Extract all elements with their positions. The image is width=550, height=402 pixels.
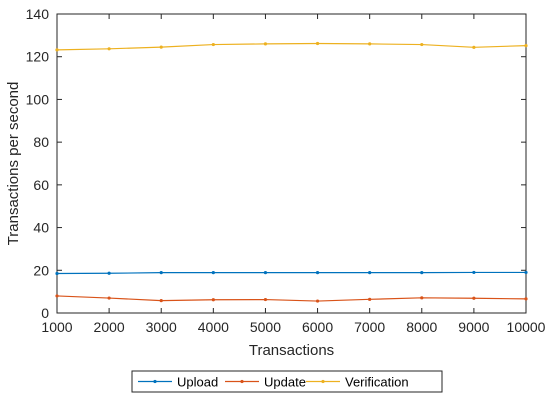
data-point xyxy=(368,42,372,46)
legend-marker xyxy=(153,379,157,384)
data-point xyxy=(159,299,163,303)
y-tick-label: 60 xyxy=(33,177,49,193)
y-tick-label: 40 xyxy=(33,220,49,236)
x-tick-label: 6000 xyxy=(302,319,333,335)
data-point xyxy=(472,296,476,300)
data-point xyxy=(420,296,424,300)
legend: Upload Update Verification xyxy=(131,370,443,393)
x-tick-label: 7000 xyxy=(354,319,385,335)
y-tick-label: 120 xyxy=(26,49,50,65)
x-tick-label: 1000 xyxy=(41,319,72,335)
data-point xyxy=(263,271,268,275)
data-point xyxy=(107,271,111,275)
data-point xyxy=(211,42,215,47)
x-axis-label: Transactions xyxy=(249,342,334,359)
plot-area xyxy=(56,13,527,314)
data-point xyxy=(211,298,215,302)
data-point xyxy=(55,271,59,276)
legend-label-upload: Upload xyxy=(177,375,218,390)
data-point xyxy=(55,48,59,52)
data-point xyxy=(315,41,320,46)
data-point xyxy=(420,42,424,47)
data-point xyxy=(472,45,476,49)
legend-label-update: Update xyxy=(264,375,306,390)
y-tick-label: 20 xyxy=(33,262,49,278)
series-line xyxy=(56,271,526,275)
x-tick-label: 10000 xyxy=(507,319,546,335)
data-point xyxy=(107,296,111,300)
data-point xyxy=(107,47,111,51)
legend-marker xyxy=(240,379,244,384)
x-axis-ticks: 1000 2000 3000 4000 5000 6000 7000 8000 9000 1000… xyxy=(41,14,546,335)
legend-label-verification: Verification xyxy=(345,375,409,390)
data-point xyxy=(524,297,528,301)
series-layer xyxy=(55,41,528,303)
y-tick-label: 0 xyxy=(41,305,49,321)
data-point xyxy=(159,45,163,49)
data-point xyxy=(368,297,372,301)
data-point xyxy=(524,270,528,275)
data-point xyxy=(524,44,528,48)
x-tick-label: 5000 xyxy=(250,319,281,335)
series-line xyxy=(56,42,527,51)
data-point xyxy=(420,271,424,275)
x-tick-label: 9000 xyxy=(458,319,489,335)
y-axis-ticks: 0 20 40 60 80 100 120 140 xyxy=(26,6,526,321)
plot-frame xyxy=(56,13,527,314)
series-line xyxy=(56,295,527,302)
data-point xyxy=(263,297,268,302)
y-tick-label: 140 xyxy=(26,6,50,22)
data-point xyxy=(55,294,59,298)
data-point xyxy=(315,299,320,303)
y-tick-label: 100 xyxy=(26,91,50,107)
data-point xyxy=(315,271,320,275)
data-point xyxy=(263,42,268,46)
series-verification xyxy=(55,41,528,52)
data-point xyxy=(472,270,476,275)
y-axis-label: Transactions per second xyxy=(5,82,22,246)
legend-box xyxy=(131,370,443,393)
series-upload xyxy=(55,270,528,276)
legend-marker xyxy=(321,379,325,384)
x-tick-label: 8000 xyxy=(406,319,437,335)
x-tick-label: 4000 xyxy=(198,319,229,335)
data-point xyxy=(211,271,215,275)
y-tick-label: 80 xyxy=(33,134,49,150)
data-point xyxy=(368,271,372,275)
data-point xyxy=(159,271,163,275)
x-tick-label: 3000 xyxy=(146,319,177,335)
series-update xyxy=(55,294,528,303)
x-tick-label: 2000 xyxy=(94,319,125,335)
